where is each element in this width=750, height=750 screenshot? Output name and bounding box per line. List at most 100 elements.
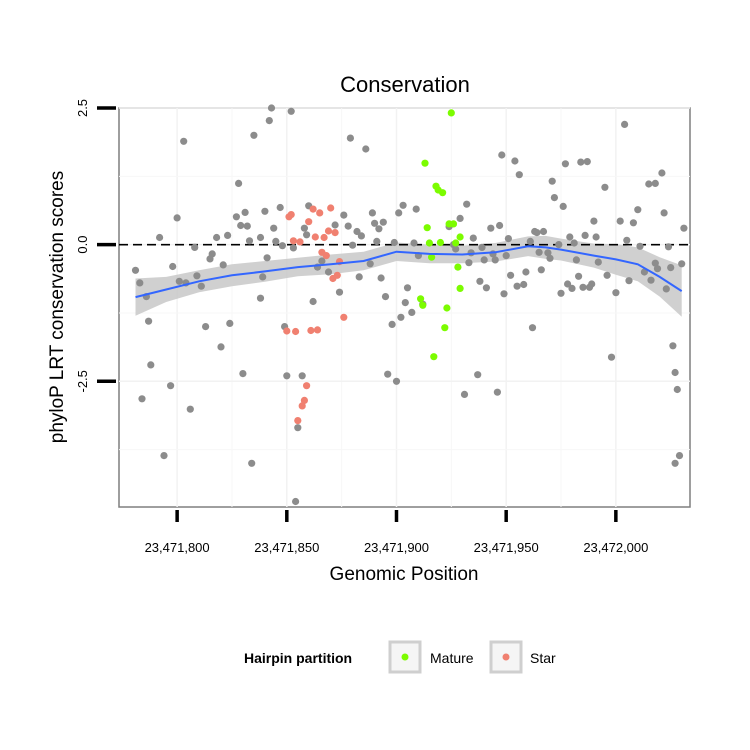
data-point-other (324, 268, 333, 276)
data-point-other (491, 256, 499, 264)
data-point-other (355, 273, 363, 281)
data-point-other (535, 248, 543, 256)
data-point-other (566, 233, 574, 241)
data-point-other (487, 224, 495, 232)
data-point-other (557, 289, 565, 297)
data-point-other (379, 218, 387, 226)
data-point-mature (456, 233, 464, 241)
data-point-other (287, 107, 295, 115)
data-point-mature (436, 238, 444, 247)
x-tick-label: 23,471,950 (474, 540, 539, 555)
data-point-other (526, 237, 534, 245)
data-point-other (678, 260, 686, 268)
data-point-other (476, 277, 484, 285)
data-point-other (235, 179, 243, 187)
data-point-other (502, 252, 510, 260)
data-point-other (469, 234, 477, 242)
data-point-other (671, 459, 679, 467)
data-point-other (270, 224, 278, 232)
data-point-mature (441, 324, 449, 332)
data-point-other (561, 160, 570, 168)
data-point-star (333, 271, 341, 279)
data-point-other (572, 256, 581, 264)
data-point-other (175, 277, 183, 285)
data-point-other (669, 342, 677, 350)
data-point-other (621, 120, 629, 128)
data-point-star (313, 326, 322, 334)
data-point-other (465, 259, 473, 267)
series-other (131, 104, 688, 506)
data-point-mature (449, 220, 458, 228)
data-point-mature (425, 239, 433, 247)
legend: Hairpin partition Mature Star (244, 640, 556, 674)
data-point-other (309, 297, 317, 306)
data-point-other (265, 117, 273, 125)
x-tick-label: 23,472,000 (583, 540, 648, 555)
x-axis-label: Genomic Position (330, 564, 479, 585)
data-point-star (296, 238, 304, 246)
data-point-star (283, 327, 291, 335)
data-point-other (658, 169, 666, 177)
data-point-other (653, 265, 662, 273)
data-point-star (303, 382, 311, 390)
data-point-other (197, 282, 205, 290)
data-point-other (570, 239, 578, 247)
data-point-star (324, 227, 333, 235)
data-point-mature (439, 189, 447, 197)
legend-dot-star (502, 653, 510, 661)
data-point-other (243, 222, 251, 230)
data-point-other (298, 372, 306, 380)
data-point-other (213, 233, 221, 242)
data-point-other (647, 276, 655, 284)
data-point-other (375, 225, 383, 233)
data-point-star (292, 327, 300, 336)
data-point-other (371, 219, 379, 227)
data-point-star (294, 417, 302, 425)
data-point-other (548, 177, 556, 185)
data-point-other (498, 151, 506, 159)
data-point-star (320, 233, 328, 242)
data-point-other (559, 202, 567, 210)
data-point-other (673, 385, 681, 394)
data-point-other (147, 361, 155, 369)
data-point-other (463, 200, 471, 208)
data-point-other (224, 231, 232, 239)
legend-title: Hairpin partition (244, 650, 352, 666)
data-point-star (316, 209, 324, 217)
data-point-other (581, 231, 589, 239)
data-point-other (344, 222, 352, 230)
data-point-other (303, 231, 311, 239)
plot-panel (118, 107, 691, 508)
data-point-other (579, 283, 587, 291)
loess-line (135, 245, 683, 299)
y-tick-label: -2.5 (75, 370, 90, 392)
data-point-other (263, 254, 271, 262)
data-point-other (362, 145, 370, 153)
data-point-other (232, 213, 240, 221)
data-point-other (180, 137, 188, 145)
data-point-other (353, 227, 361, 236)
data-point-other (568, 284, 576, 292)
data-point-other (528, 324, 537, 332)
data-point-other (515, 171, 523, 179)
data-point-star (287, 211, 295, 219)
data-point-mature (423, 224, 431, 232)
data-point-other (373, 237, 381, 245)
data-point-other (482, 284, 490, 292)
legend-dot-mature (401, 653, 409, 661)
data-point-other (636, 242, 644, 250)
data-point-other (603, 271, 611, 279)
data-point-other (294, 424, 302, 432)
data-point-other (533, 229, 541, 237)
data-point-other (412, 205, 420, 213)
data-point-other (675, 452, 684, 460)
data-point-other (272, 237, 280, 245)
grid (119, 107, 690, 507)
data-point-other (623, 236, 631, 244)
data-point-other (169, 262, 177, 271)
data-point-other (660, 209, 668, 217)
y-axis-label: phyloP LRT conservation scores (47, 171, 68, 444)
data-point-other (173, 214, 181, 222)
data-point-other (456, 214, 464, 222)
